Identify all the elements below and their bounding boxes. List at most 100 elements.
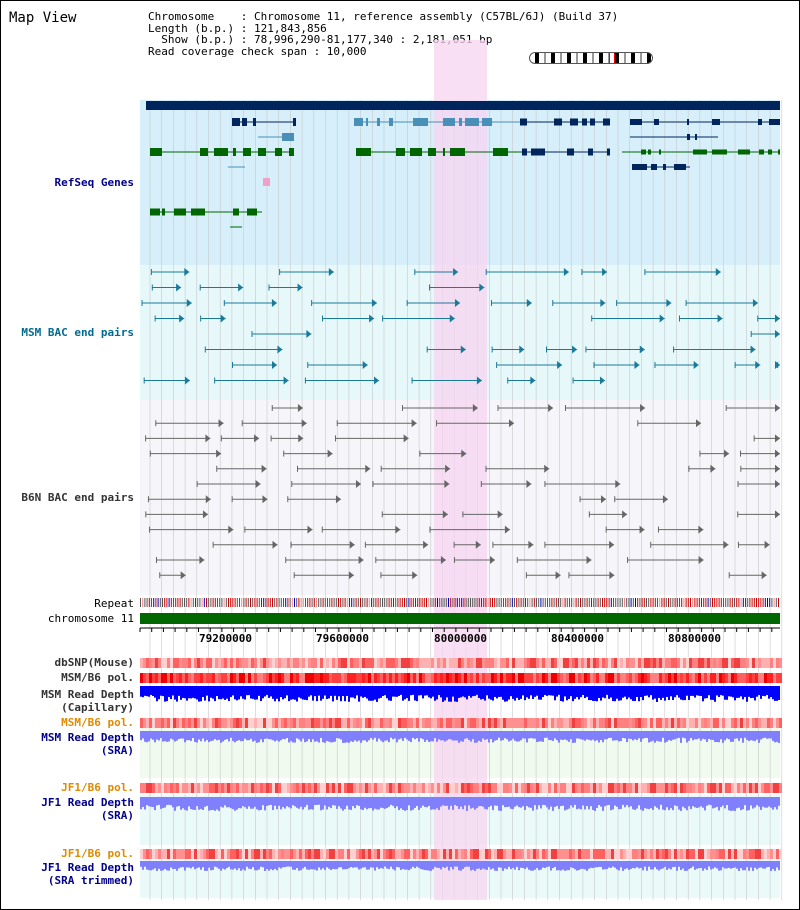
heat-cell [422, 783, 425, 793]
bac-end-arrow [662, 495, 668, 504]
depth-bar [532, 731, 534, 739]
heat-cell [734, 849, 737, 859]
heat-cell [602, 718, 605, 728]
bac-end-arrow [775, 449, 780, 458]
heat-cell [695, 718, 698, 728]
repeat-mark [463, 598, 465, 607]
heat-cell [272, 783, 275, 793]
depth-bar [666, 686, 668, 697]
depth-bar [528, 861, 530, 870]
axis-tick-label: 80400000 [551, 632, 604, 645]
heat-cell [698, 658, 701, 668]
heat-cell [584, 849, 587, 859]
repeat-mark [456, 598, 458, 607]
bac-end-arrow [693, 361, 699, 369]
heat-cell [620, 783, 623, 793]
bac-end-arrow [461, 449, 467, 458]
track-label-b6n-bac[interactable]: B6N BAC end pairs [21, 491, 134, 504]
depth-bar [432, 731, 434, 742]
track-label-msm-b6-pol-1: MSM/B6 pol. [61, 671, 134, 684]
bac-end-arrow [176, 283, 182, 292]
depth-bar [502, 731, 504, 741]
depth-bar [146, 686, 148, 697]
heat-cell [344, 673, 347, 683]
heat-cell [377, 783, 380, 793]
track-label-msm-bac[interactable]: MSM BAC end pairs [21, 326, 134, 339]
depth-bar [180, 731, 182, 739]
depth-bar [668, 731, 670, 741]
depth-bar [196, 686, 198, 700]
heat-cell [512, 783, 515, 793]
depth-bar [760, 686, 762, 699]
depth-bar [648, 797, 650, 810]
heat-cell [350, 849, 353, 859]
track-label-refseq[interactable]: RefSeq Genes [54, 176, 134, 189]
depth-bar [318, 731, 320, 743]
depth-bar [338, 731, 340, 739]
depth-bar [244, 731, 246, 739]
depth-bar [670, 731, 672, 741]
depth-bar [558, 731, 560, 743]
depth-bar [302, 797, 304, 810]
depth-bar [236, 861, 238, 871]
heat-cell [776, 658, 779, 668]
gene-exon [663, 164, 666, 170]
heat-cell [542, 718, 545, 728]
depth-bar [248, 861, 250, 869]
depth-bar [350, 731, 352, 742]
heat-cell [605, 673, 608, 683]
depth-bar [348, 797, 350, 810]
repeat-mark [388, 598, 390, 607]
depth-bar [574, 731, 576, 743]
depth-bar [542, 686, 544, 698]
depth-bar [380, 686, 382, 698]
heat-cell [203, 783, 206, 793]
depth-bar [694, 797, 696, 808]
depth-bar [636, 731, 638, 741]
heat-cell [176, 718, 179, 728]
heat-cell [623, 718, 626, 728]
repeat-mark [168, 598, 170, 607]
depth-bar [604, 686, 606, 699]
repeat-mark [151, 598, 152, 607]
depth-bar [754, 797, 756, 808]
heat-cell [242, 718, 245, 728]
depth-bar [638, 861, 640, 869]
depth-bar [150, 797, 152, 807]
depth-bar [448, 861, 450, 871]
heat-cell [305, 783, 308, 793]
depth-bar [574, 686, 576, 699]
repeat-mark [564, 598, 566, 607]
heat-cell [290, 718, 293, 728]
depth-bar [284, 797, 286, 809]
heat-cell [152, 658, 155, 668]
heat-cell [458, 849, 461, 859]
depth-bar [368, 731, 370, 741]
chromosome-ideogram[interactable] [529, 52, 653, 64]
heat-cell [173, 718, 176, 728]
heat-cell [335, 783, 338, 793]
heat-cell [428, 658, 431, 668]
depth-bar [358, 797, 360, 806]
heat-cell [296, 783, 299, 793]
depth-bar [424, 797, 426, 807]
repeat-mark [553, 598, 555, 607]
heat-cell [728, 849, 731, 859]
heat-cell [347, 658, 350, 668]
repeat-mark [434, 598, 436, 607]
heat-cell [746, 718, 749, 728]
depth-bar [644, 731, 646, 738]
depth-bar [352, 686, 354, 698]
repeat-mark [738, 598, 740, 607]
heat-cell [347, 783, 350, 793]
heat-cell [572, 673, 575, 683]
depth-bar [714, 797, 716, 808]
depth-bar [610, 797, 612, 811]
repeat-mark [769, 598, 771, 607]
heat-cell [302, 673, 305, 683]
repeat-mark [525, 598, 526, 607]
depth-bar [364, 686, 366, 697]
heat-cell [524, 718, 527, 728]
repeat-mark [745, 598, 746, 607]
